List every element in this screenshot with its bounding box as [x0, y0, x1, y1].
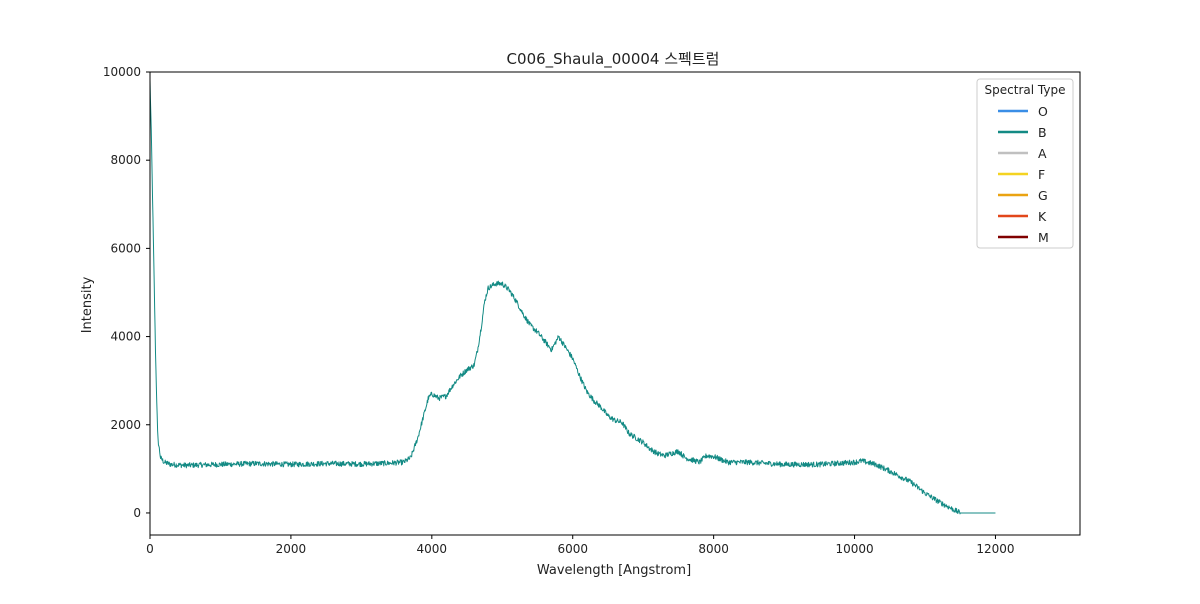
x-tick-label: 2000 [276, 542, 307, 556]
x-tick-label: 6000 [557, 542, 588, 556]
legend-label: G [1038, 188, 1048, 203]
y-tick-label: 0 [133, 506, 141, 520]
x-axis: 0 2000 4000 6000 8000 10000 12000 [146, 535, 1015, 556]
x-tick-label: 4000 [417, 542, 448, 556]
y-axis: 0 2000 4000 6000 8000 10000 [103, 65, 150, 520]
legend-label: B [1038, 125, 1047, 140]
y-tick-label: 8000 [110, 153, 141, 167]
legend-label: O [1038, 104, 1048, 119]
series-line [149, 79, 996, 515]
x-tick-label: 10000 [835, 542, 873, 556]
x-tick-label: 12000 [976, 542, 1014, 556]
y-tick-label: 2000 [110, 418, 141, 432]
chart-title: C006_Shaula_00004 스펙트럼 [507, 50, 720, 69]
x-axis-label: Wavelength [Angstrom] [537, 563, 691, 578]
x-tick-label: 8000 [698, 542, 729, 556]
legend-label: K [1038, 209, 1047, 224]
legend-label: F [1038, 167, 1045, 182]
y-tick-label: 4000 [110, 330, 141, 344]
legend-label: A [1038, 146, 1047, 161]
legend-label: M [1038, 230, 1049, 245]
y-tick-label: 6000 [110, 241, 141, 255]
legend-box [976, 78, 1074, 249]
plot-area [149, 71, 1081, 536]
y-axis-label: Intensity [80, 276, 95, 333]
axes-frame [149, 71, 1081, 536]
legend-title: Spectral Type [985, 83, 1066, 97]
y-tick-label: 10000 [103, 65, 141, 79]
x-tick-label: 0 [146, 542, 154, 556]
